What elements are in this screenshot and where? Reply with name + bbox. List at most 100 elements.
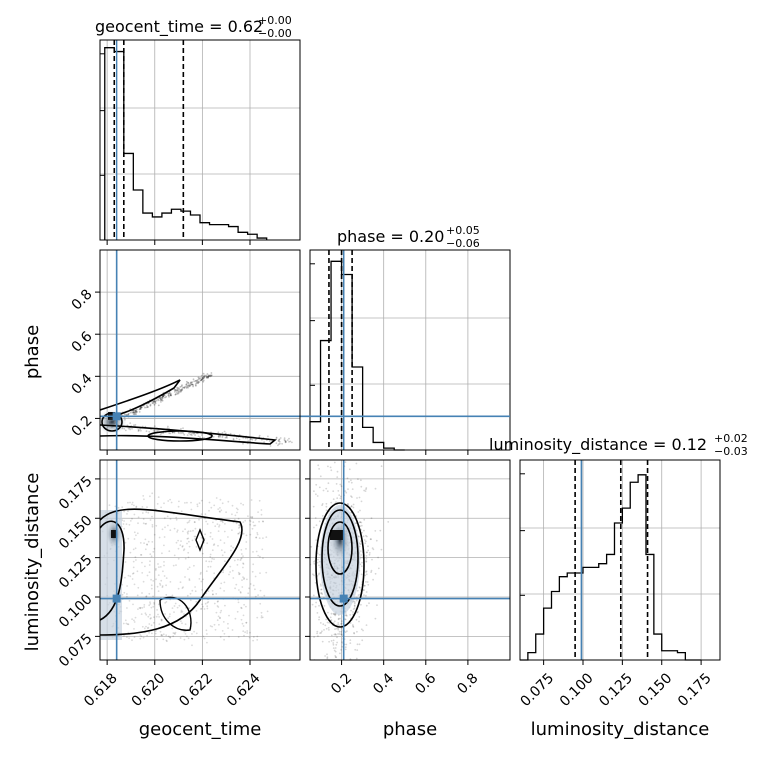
scatter-2-0-35 — [125, 622, 128, 625]
scatter-2-1-881 — [355, 657, 358, 660]
scatter-2-0-470 — [230, 545, 233, 547]
streak-up-point-188 — [200, 374, 203, 377]
scatter-2-0-132 — [217, 530, 220, 532]
scatter-2-1-461 — [334, 650, 337, 653]
scatter-2-0-89 — [157, 496, 160, 498]
scatter-2-0-323 — [169, 581, 172, 583]
scatter-2-1-785 — [330, 612, 333, 615]
streak-up-point-61 — [161, 396, 163, 399]
scatter-2-0-533 — [157, 603, 160, 606]
scatter-2-1-413 — [345, 643, 348, 646]
streak-down-point-24 — [278, 438, 281, 441]
hist-geocent_time-steps — [104, 47, 268, 240]
scatter-2-0-52 — [163, 502, 165, 505]
scatter-2-0-171 — [159, 584, 162, 586]
scatter-2-0-15 — [187, 568, 189, 570]
scatter-2-0-422 — [146, 634, 149, 637]
streak-down-point-61 — [226, 437, 228, 439]
streak-up-point-133 — [207, 377, 209, 379]
scatter-2-0-270 — [204, 602, 207, 605]
scatter-2-1-114 — [365, 581, 367, 583]
scatter-2-0-207 — [232, 546, 235, 549]
scatter-2-1-143 — [336, 641, 338, 644]
scatter-2-0-684 — [245, 548, 247, 550]
streak-up-point-179 — [176, 389, 179, 392]
scatter-2-0-227 — [246, 578, 248, 581]
streak-up-point-180 — [207, 374, 210, 377]
scatter-2-1-573 — [387, 521, 390, 523]
scatter-2-0-66 — [242, 630, 245, 633]
scatter-2-1-772 — [328, 622, 331, 624]
streak-up-point-109 — [174, 393, 177, 396]
scatter-2-0-361 — [124, 561, 127, 563]
scatter-2-1-31 — [332, 622, 335, 624]
scatter-2-0-94 — [142, 495, 145, 497]
scatter-2-0-682 — [188, 545, 191, 548]
streak-down-point-198 — [267, 435, 269, 438]
scatter-2-0-284 — [228, 573, 230, 576]
scatter-2-0-58 — [218, 510, 221, 513]
scatter-2-1-859 — [344, 618, 347, 621]
streak-down-point-164 — [235, 437, 238, 440]
scatter-2-1-195 — [325, 505, 328, 508]
scatter-2-0-199 — [239, 591, 242, 593]
streak-up-point-26 — [176, 386, 179, 389]
streak-up-point-199 — [149, 404, 152, 407]
scatter-2-0-611 — [224, 523, 226, 525]
scatter-2-0-494 — [137, 608, 139, 610]
contour-lower — [100, 424, 278, 445]
xlabel-geocent-time: geocent_time — [139, 719, 262, 740]
scatter-2-0-282 — [145, 595, 148, 598]
streak-up-point-78 — [139, 407, 142, 410]
scatter-2-0-125 — [242, 625, 245, 627]
scatter-2-1-357 — [346, 477, 349, 480]
scatter-2-0-105 — [240, 607, 243, 610]
scatter-2-0-246 — [126, 595, 128, 598]
streak-down-point-56 — [139, 428, 142, 430]
scatter-2-0-519 — [152, 550, 155, 553]
scatter-2-1-634 — [333, 613, 336, 616]
streak-up-point-201 — [162, 395, 164, 397]
scatter-2-0-155 — [157, 613, 159, 616]
density-peak-2-0 — [111, 530, 117, 538]
scatter-2-0-135 — [144, 612, 147, 615]
scatter-2-0-62 — [148, 592, 151, 595]
scatter-2-1-898 — [353, 632, 355, 634]
scatter-2-0-134 — [129, 520, 132, 522]
scatter-2-0-657 — [114, 505, 117, 508]
scatter-2-0-512 — [242, 503, 245, 506]
streak-up-point-166 — [149, 403, 152, 406]
scatter-2-0-652 — [195, 632, 198, 635]
streak-up-point-107 — [196, 379, 199, 381]
scatter-2-1-715 — [318, 564, 320, 567]
scatter-2-0-448 — [181, 545, 184, 547]
scatter-2-1-686 — [337, 623, 340, 626]
scatter-2-0-176 — [128, 637, 131, 639]
scatter-2-0-613 — [219, 636, 222, 638]
scatter-2-1-737 — [322, 623, 325, 626]
scatter-2-1-122 — [325, 502, 328, 505]
scatter-2-1-489 — [367, 545, 369, 548]
scatter-2-0-351 — [187, 537, 190, 540]
streak-down-point-8 — [232, 438, 235, 440]
scatter-2-0-45 — [146, 627, 149, 630]
scatter-2-0-515 — [152, 605, 155, 608]
scatter-2-1-373 — [344, 648, 347, 651]
scatter-2-0-563 — [165, 601, 168, 603]
streak-up-point-189 — [145, 406, 148, 409]
streak-down-point-6 — [180, 427, 182, 430]
scatter-2-0-100 — [154, 569, 157, 571]
scatter-2-0-333 — [169, 529, 172, 532]
p10-ytick-label-3: 0.8 — [69, 286, 96, 313]
scatter-2-1-516 — [344, 646, 347, 649]
scatter-2-1-55 — [327, 611, 329, 614]
streak-up-point-149 — [196, 380, 199, 382]
scatter-2-1-746 — [371, 547, 374, 549]
scatter-2-0-247 — [216, 523, 219, 525]
scatter-2-0-585 — [252, 551, 254, 553]
scatter-2-0-602 — [256, 532, 259, 534]
scatter-2-1-24 — [344, 631, 347, 634]
scatter-2-1-726 — [374, 572, 377, 575]
scatter-2-0-221 — [223, 590, 226, 592]
scatter-2-0-482 — [174, 631, 177, 634]
